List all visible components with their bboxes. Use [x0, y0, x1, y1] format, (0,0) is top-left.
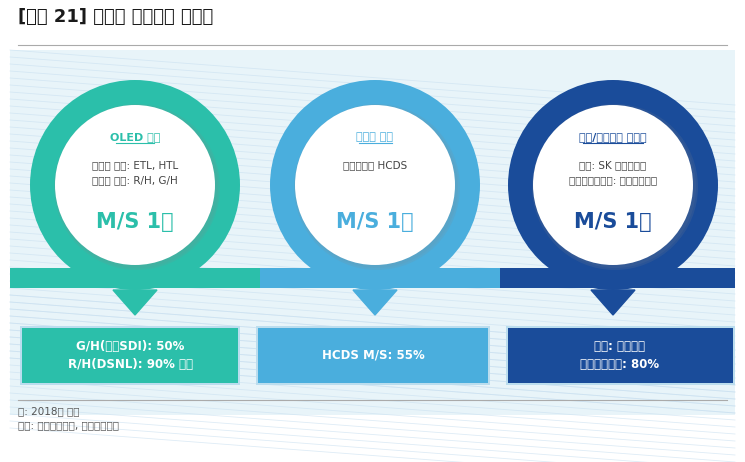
- Circle shape: [54, 104, 220, 270]
- Text: G/H(삼성SDI): 50%: G/H(삼성SDI): 50%: [76, 340, 184, 353]
- Circle shape: [55, 105, 215, 265]
- Bar: [22, 328, 238, 383]
- Circle shape: [534, 106, 696, 268]
- Text: OLED 소재: OLED 소재: [110, 132, 160, 142]
- Circle shape: [533, 105, 693, 265]
- Bar: [10, 50, 735, 320]
- Text: 주: 2018년 기준: 주: 2018년 기준: [18, 406, 80, 416]
- Text: [그림 21] 부문별 고객사내 점유율: [그림 21] 부문별 고객사내 점유율: [18, 8, 213, 26]
- Text: 촉매: SK 이노베이션: 촉매: SK 이노베이션: [580, 160, 647, 170]
- Text: R/H(DSNL): 90% 이상: R/H(DSNL): 90% 이상: [68, 358, 192, 371]
- Text: 자료: 덕산테코피아, 한국투자증권: 자료: 덕산테코피아, 한국투자증권: [18, 420, 119, 430]
- Text: 공통층 소재: ETL, HTL: 공통층 소재: ETL, HTL: [92, 160, 178, 170]
- Bar: [508, 328, 733, 383]
- Circle shape: [296, 106, 458, 268]
- Circle shape: [56, 106, 218, 268]
- Text: 촉매/합성고무 첨가제: 촉매/합성고무 첨가제: [579, 132, 647, 142]
- Bar: [500, 268, 735, 288]
- Text: 촉매: 단독공급: 촉매: 단독공급: [595, 340, 645, 353]
- Polygon shape: [353, 290, 397, 315]
- Bar: [10, 295, 735, 415]
- Text: 반도체 소재: 반도체 소재: [357, 132, 393, 142]
- Bar: [506, 326, 735, 385]
- Circle shape: [532, 104, 698, 270]
- Text: M/S 1위: M/S 1위: [96, 212, 174, 232]
- Circle shape: [270, 80, 480, 290]
- Text: M/S 1위: M/S 1위: [574, 212, 652, 232]
- Text: 발광층 소재: R/H, G/H: 발광층 소재: R/H, G/H: [92, 175, 178, 185]
- Polygon shape: [591, 290, 635, 315]
- Text: HCDS M/S: 55%: HCDS M/S: 55%: [322, 349, 425, 362]
- Text: 금호석유화학: 80%: 금호석유화학: 80%: [580, 358, 659, 371]
- Bar: [258, 328, 488, 383]
- Circle shape: [508, 80, 718, 290]
- Text: 삼성전자内 HCDS: 삼성전자内 HCDS: [343, 160, 407, 170]
- Circle shape: [294, 104, 460, 270]
- Circle shape: [295, 105, 455, 265]
- Bar: [260, 268, 500, 288]
- Text: 합성고무첨가제: 금호석유화학: 합성고무첨가제: 금호석유화학: [569, 175, 657, 185]
- Polygon shape: [113, 290, 157, 315]
- Circle shape: [30, 80, 240, 290]
- Bar: [256, 326, 490, 385]
- Text: M/S 1위: M/S 1위: [336, 212, 413, 232]
- Bar: [20, 326, 240, 385]
- Bar: [10, 268, 260, 288]
